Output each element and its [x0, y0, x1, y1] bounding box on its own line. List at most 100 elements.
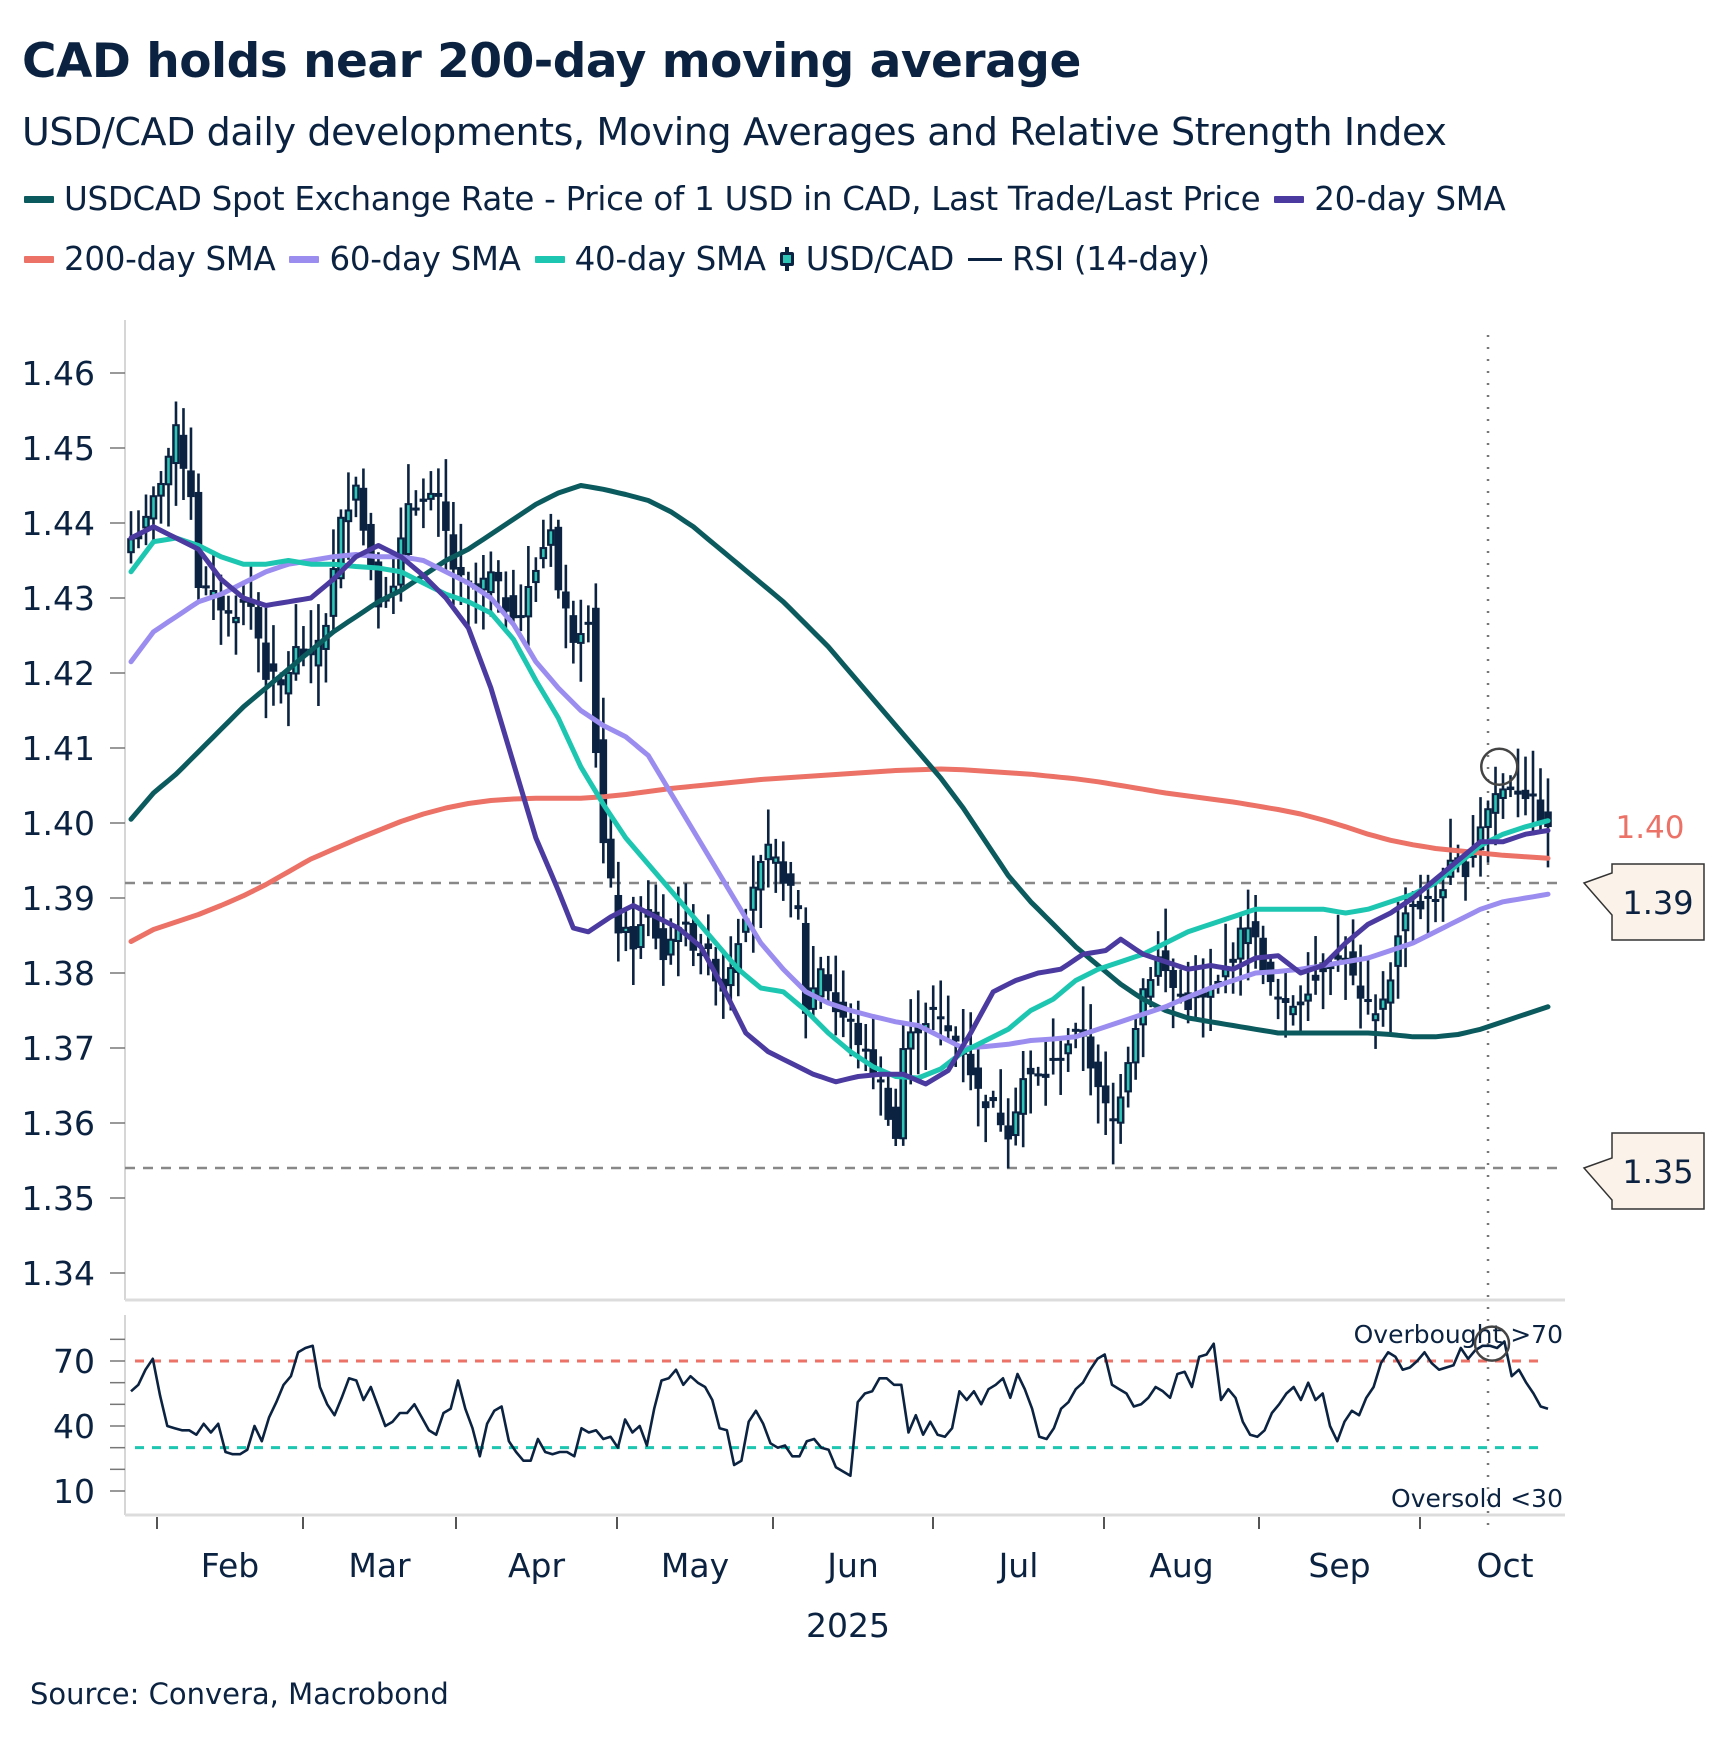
candle-body — [831, 992, 840, 1013]
candle-body — [502, 597, 510, 612]
legend-row-1: USDCAD Spot Exchange Rate - Price of 1 U… — [24, 180, 1519, 218]
candle-fill — [212, 592, 215, 595]
candle-body — [884, 1087, 893, 1120]
candle-body — [374, 561, 383, 608]
legend-item-sma200: 200-day SMA — [24, 240, 276, 278]
candle-fill — [639, 926, 643, 947]
legend-label: USDCAD Spot Exchange Rate - Price of 1 U… — [64, 180, 1261, 218]
usdcad-spot-ma-line — [128, 483, 1551, 1040]
candle-body — [367, 523, 375, 569]
candle-body — [562, 591, 570, 609]
candle-fill — [1141, 990, 1145, 1024]
candle-body — [607, 838, 615, 879]
candle-body — [869, 1049, 878, 1076]
candle-fill — [1396, 937, 1400, 965]
candle-body — [1041, 1073, 1050, 1078]
legend-label: 40-day SMA — [574, 240, 766, 278]
candle-body — [1101, 1085, 1110, 1104]
candle-body — [1521, 789, 1530, 800]
candle-body — [861, 1048, 870, 1052]
candle-body — [1056, 1057, 1065, 1061]
callout-box — [1582, 1132, 1705, 1210]
candle-body — [1071, 1028, 1080, 1032]
rsi-y-tick-label: 40 — [53, 1407, 95, 1446]
legend-swatch-sma20 — [1274, 195, 1305, 203]
candle-fill — [234, 618, 238, 622]
candle-body — [974, 1067, 983, 1089]
x-tick-label-oct: Oct — [1476, 1546, 1533, 1585]
candle-fill — [909, 1033, 913, 1048]
price-y-tick-label: 1.40 — [22, 804, 95, 843]
chart-subtitle: USD/CAD daily developments, Moving Avera… — [22, 110, 1447, 154]
candle-body — [134, 535, 143, 540]
candle-body — [1506, 786, 1515, 791]
candle-body — [592, 607, 600, 754]
callout-1-39: 1.39 — [1582, 863, 1705, 941]
candle-body — [1274, 996, 1282, 1000]
candle-fill — [489, 573, 493, 592]
candle-fill — [579, 635, 583, 642]
candlestick-icon — [779, 247, 794, 271]
candle-body — [1334, 955, 1342, 960]
candle-body — [187, 470, 195, 498]
callout-1-35: 1.35 — [1582, 1132, 1705, 1210]
candle-body — [1034, 1073, 1042, 1077]
price-y-tick-label: 1.44 — [22, 504, 95, 543]
candle-fill — [901, 1050, 905, 1138]
candle-fill — [317, 641, 320, 665]
candle-body — [854, 1022, 863, 1046]
oversold-label: Oversold <30 — [1391, 1484, 1563, 1513]
legend-item-rsi: RSI (14-day) — [967, 240, 1210, 278]
sma60-line — [128, 552, 1551, 1051]
price-y-tick-label: 1.43 — [22, 579, 95, 618]
price-y-tick-label: 1.42 — [22, 654, 95, 693]
candle-body — [1026, 1067, 1035, 1075]
legend-label: 60-day SMA — [329, 240, 521, 278]
candle-fill — [624, 928, 628, 932]
candle-body — [824, 974, 833, 992]
candle-fill — [542, 549, 545, 558]
candle-body — [966, 1053, 975, 1076]
candle-body — [914, 1026, 923, 1034]
candle-fill — [129, 540, 133, 552]
candle-body — [1356, 985, 1365, 999]
candle-fill — [167, 457, 170, 484]
candle-body — [1424, 895, 1432, 899]
candle-body — [786, 873, 795, 886]
candle-fill — [774, 858, 778, 862]
x-tick-label-apr: Apr — [508, 1546, 566, 1585]
candle-body — [989, 1097, 997, 1102]
candle-fill — [287, 673, 290, 693]
candle-body — [359, 487, 368, 531]
rsi-y-tick-label: 70 — [53, 1342, 95, 1381]
legend-label: 200-day SMA — [64, 240, 276, 278]
candle-body — [1214, 980, 1222, 985]
candle-fill — [339, 518, 343, 578]
candle-fill — [1291, 1007, 1295, 1014]
price-y-tick-label: 1.45 — [22, 429, 95, 468]
candle-fill — [1209, 989, 1212, 996]
candle-body — [652, 911, 660, 939]
legend-swatch-sma60 — [289, 255, 320, 263]
candle-fill — [152, 497, 155, 518]
candle-body — [1004, 1125, 1012, 1140]
x-tick-label-aug: Aug — [1149, 1546, 1213, 1585]
candle-fill — [347, 511, 350, 521]
price-y-tick-label: 1.46 — [22, 354, 95, 393]
candle-fill — [751, 888, 755, 909]
candle-fill — [819, 970, 823, 996]
sma200-value-label: 1.40 — [1615, 810, 1684, 846]
candle-body — [269, 663, 278, 672]
candle-fill — [1014, 1113, 1017, 1135]
candle-body — [179, 434, 188, 469]
rsi-y-tick-label: 10 — [53, 1472, 95, 1511]
candle-fill — [1246, 929, 1250, 943]
candle-body — [569, 615, 578, 643]
candle-fill — [527, 588, 530, 616]
candle-body — [1514, 790, 1522, 795]
sma20-line — [128, 524, 1551, 1087]
candle-body — [689, 923, 698, 951]
price-y-tick-label: 1.38 — [22, 954, 95, 993]
x-tick-label-jun: Jun — [825, 1546, 879, 1585]
